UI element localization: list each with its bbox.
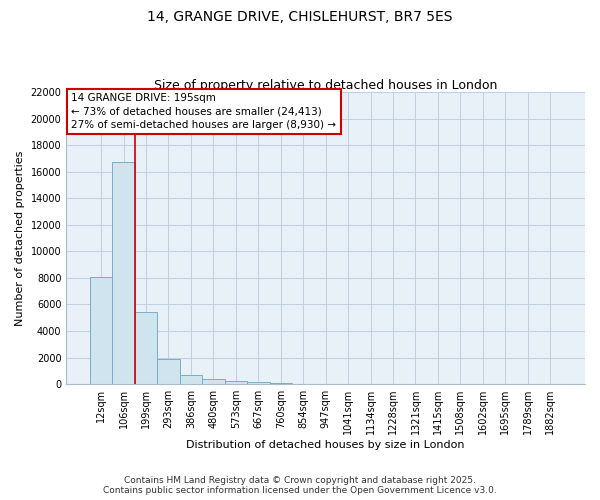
Y-axis label: Number of detached properties: Number of detached properties [15, 150, 25, 326]
Text: 14 GRANGE DRIVE: 195sqm
← 73% of detached houses are smaller (24,413)
27% of sem: 14 GRANGE DRIVE: 195sqm ← 73% of detache… [71, 94, 337, 130]
Bar [269, 383, 292, 384]
Title: Size of property relative to detached houses in London: Size of property relative to detached ho… [154, 79, 497, 92]
Bar [247, 382, 269, 384]
X-axis label: Distribution of detached houses by size in London: Distribution of detached houses by size … [187, 440, 465, 450]
Bar [157, 359, 179, 384]
Bar [112, 162, 135, 384]
Bar [179, 375, 202, 384]
Bar [135, 312, 157, 384]
Bar [90, 276, 112, 384]
Bar [202, 379, 224, 384]
Bar [224, 382, 247, 384]
Text: 14, GRANGE DRIVE, CHISLEHURST, BR7 5ES: 14, GRANGE DRIVE, CHISLEHURST, BR7 5ES [147, 10, 453, 24]
Text: Contains HM Land Registry data © Crown copyright and database right 2025.
Contai: Contains HM Land Registry data © Crown c… [103, 476, 497, 495]
